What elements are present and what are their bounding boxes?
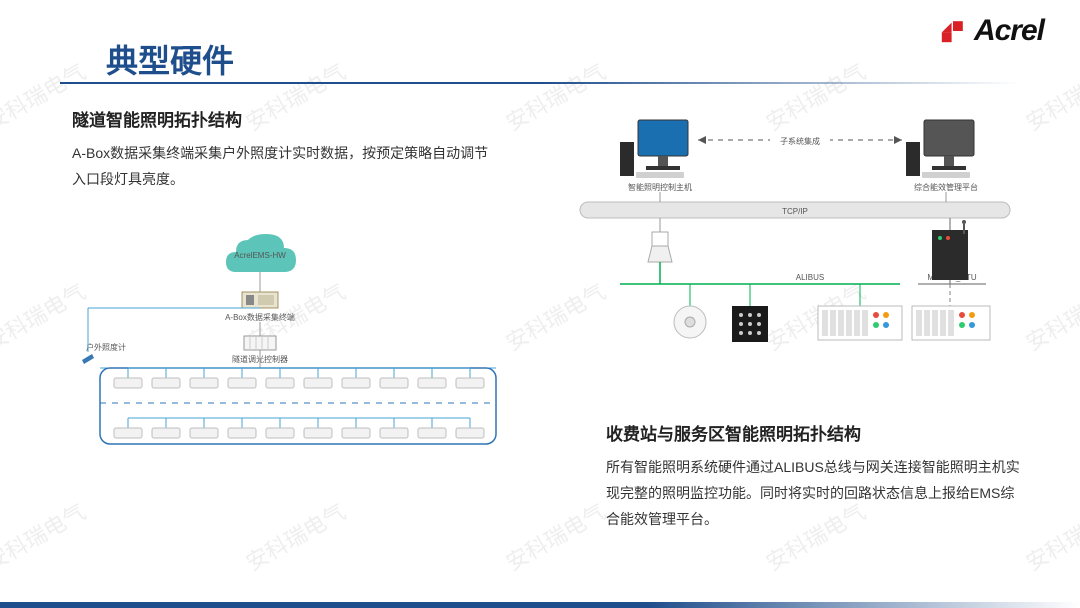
cloud-label: AcrelEMS-HW	[234, 251, 286, 260]
pc2-label: 综合能效管理平台	[914, 182, 978, 192]
brand-logo: Acrel	[938, 14, 1044, 48]
lamp-icon	[190, 378, 218, 388]
tunnel-topology-diagram: AcrelEMS-HW A-Box数据采集终端 隧道调光控制器 户外照度计	[60, 216, 516, 456]
lamp-icon	[266, 428, 294, 438]
sensor-icon	[82, 354, 94, 364]
pc1-label: 智能照明控制主机	[628, 182, 692, 192]
lamp-icon	[304, 428, 332, 438]
right-column: 收费站与服务区智能照明拓扑结构 所有智能照明系统硬件通过ALIBUS总线与网关连…	[606, 420, 1026, 533]
lamp-icon	[418, 378, 446, 388]
lamp-icon	[304, 378, 332, 388]
title-underline	[60, 82, 1020, 84]
tcpip-label: TCP/IP	[782, 207, 808, 216]
footer-accent	[0, 602, 1080, 608]
lamp-icon	[418, 428, 446, 438]
alibus-label: ALIBUS	[796, 273, 824, 282]
lamp-icon	[190, 428, 218, 438]
lamp-icon	[342, 378, 370, 388]
abox-label: A-Box数据采集终端	[225, 312, 295, 322]
lamp-icon	[228, 378, 256, 388]
lamp-icon	[266, 378, 294, 388]
relay-module-2-icon	[912, 306, 990, 340]
lamp-icon	[152, 428, 180, 438]
lamp-icon	[152, 378, 180, 388]
lamp-row-1	[114, 368, 484, 388]
lamp-icon	[114, 428, 142, 438]
subsystem-label: 子系统集成	[780, 136, 820, 146]
ems-platform-icon	[906, 120, 974, 178]
abox-device-icon	[242, 292, 278, 308]
converter-icon	[648, 232, 672, 262]
controller-device-icon	[244, 336, 276, 350]
station-topology-diagram: 智能照明控制主机 综合能效管理平台 子系统集成 TCP/IP	[560, 106, 1030, 366]
sensor-label: 户外照度计	[86, 342, 126, 352]
switch-panel-icon	[732, 306, 768, 342]
left-column: 隧道智能照明拓扑结构 A-Box数据采集终端采集户外照度计实时数据，按预定策略自…	[72, 106, 502, 193]
page-title: 典型硬件	[106, 36, 234, 82]
cloud-icon: AcrelEMS-HW	[226, 234, 296, 272]
lamp-icon	[228, 428, 256, 438]
relay-module-icon	[818, 306, 902, 340]
right-heading: 收费站与服务区智能照明拓扑结构	[606, 420, 1026, 445]
brand-name: Acrel	[974, 14, 1044, 48]
lamp-row-2	[114, 418, 484, 438]
left-paragraph: A-Box数据采集终端采集户外照度计实时数据，按预定策略自动调节入口段灯具亮度。	[72, 141, 502, 193]
round-sensor-icon	[674, 306, 706, 338]
acrel-mark-icon	[938, 17, 968, 45]
lamp-icon	[380, 378, 408, 388]
lamp-icon	[380, 428, 408, 438]
right-paragraph: 所有智能照明系统硬件通过ALIBUS总线与网关连接智能照明主机实现完整的照明监控…	[606, 455, 1026, 533]
lamp-icon	[114, 378, 142, 388]
control-host-icon	[620, 120, 688, 178]
lamp-icon	[456, 428, 484, 438]
lamp-icon	[342, 428, 370, 438]
left-heading: 隧道智能照明拓扑结构	[72, 106, 502, 131]
lamp-icon	[456, 378, 484, 388]
